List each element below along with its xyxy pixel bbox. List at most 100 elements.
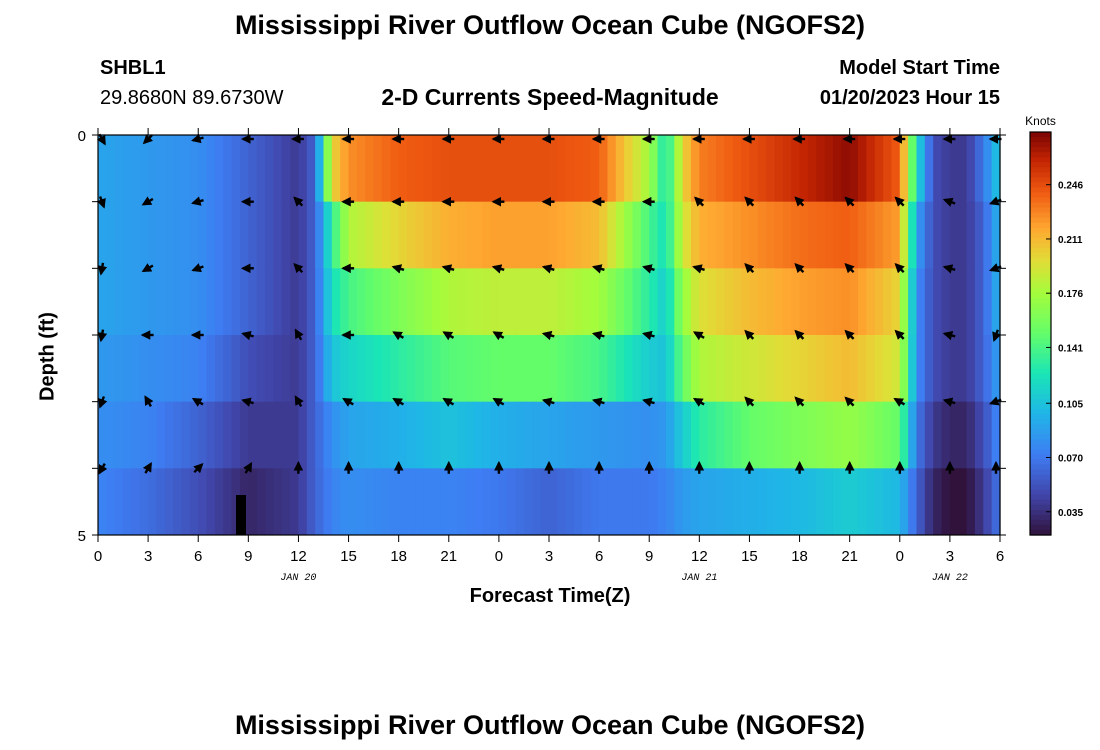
heatmap-cell	[356, 135, 366, 203]
heatmap-cell	[966, 268, 976, 336]
heatmap-cell	[824, 201, 834, 269]
heatmap-cell	[290, 468, 300, 536]
heatmap-cell	[482, 135, 492, 203]
colorbar-segment	[1030, 197, 1051, 204]
colorbar-segment	[1030, 222, 1051, 229]
heatmap-cell	[816, 201, 826, 269]
colorbar-frame	[1029, 131, 1052, 536]
heatmap-cell	[732, 335, 742, 403]
heatmap-cell	[306, 468, 316, 536]
colorbar-segment	[1030, 419, 1051, 425]
current-vector	[392, 397, 405, 407]
heatmap-cell	[816, 135, 826, 203]
colorbar-segment	[1030, 373, 1051, 380]
current-vector	[144, 395, 154, 408]
heatmap-cell	[131, 201, 141, 269]
colorbar-segment	[1030, 449, 1051, 455]
heatmap-cell	[674, 201, 684, 269]
heatmap-cell	[958, 268, 968, 336]
heatmap-cell	[356, 401, 366, 469]
heatmap-cell	[173, 268, 183, 336]
heatmap-cell	[716, 201, 725, 269]
heatmap-cell	[807, 135, 817, 203]
heatmap-cell	[599, 468, 609, 536]
colorbar-segment	[1030, 167, 1051, 173]
heatmap-cell	[173, 135, 183, 203]
heatmap-cell	[958, 201, 968, 269]
heatmap-cell	[348, 401, 358, 469]
heatmap-cell	[841, 335, 851, 403]
heatmap-cell	[716, 268, 725, 336]
heatmap-cell	[473, 268, 483, 336]
heatmap-cell	[832, 135, 842, 203]
heatmap-cell	[991, 268, 1001, 336]
heatmap-cell	[223, 135, 233, 203]
heatmap-cell	[540, 468, 550, 536]
heatmap-cell	[974, 335, 984, 403]
heatmap-cell	[841, 268, 851, 336]
heatmap-cell	[98, 401, 107, 469]
heatmap-cell	[590, 468, 600, 536]
colorbar-segment	[1030, 308, 1051, 314]
heatmap-cell	[565, 401, 575, 469]
heatmap-cell	[908, 401, 918, 469]
colorbar-segment	[1030, 459, 1051, 466]
colorbar-segment	[1030, 414, 1051, 420]
heatmap-cell	[123, 468, 133, 536]
heatmap-cell	[323, 468, 333, 536]
current-vector	[894, 329, 905, 340]
current-vector	[988, 263, 1002, 273]
heatmap-cell	[315, 335, 325, 403]
heatmap-cell	[114, 135, 124, 203]
current-vector	[794, 263, 805, 274]
heatmap-cell	[958, 401, 968, 469]
heatmap-cell	[390, 201, 400, 269]
date-label: JAN 22	[932, 573, 968, 584]
colorbar-segment	[1030, 217, 1051, 224]
heatmap-cell	[523, 401, 533, 469]
heatmap-cell	[832, 468, 842, 536]
heatmap-cell	[331, 401, 341, 469]
colorbar-segment	[1030, 424, 1051, 430]
heatmap-cell	[415, 335, 425, 403]
heatmap-cell	[557, 201, 567, 269]
heatmap-cell	[432, 468, 442, 536]
x-tick-label: 0	[94, 548, 102, 565]
heatmap-cell	[340, 201, 350, 269]
heatmap-cell	[774, 401, 784, 469]
heatmap-cell	[482, 268, 492, 336]
heatmap-cell	[173, 201, 183, 269]
colorbar-segment	[1030, 444, 1051, 450]
current-vector	[442, 397, 455, 407]
colorbar-segment	[1030, 227, 1051, 234]
heatmap-cell	[356, 335, 366, 403]
heatmap-cell	[874, 201, 884, 269]
heatmap-cell	[716, 135, 725, 203]
heatmap-cell	[440, 335, 450, 403]
heatmap-cell	[582, 201, 592, 269]
heatmap-cell	[156, 468, 166, 536]
heatmap-cell	[966, 135, 976, 203]
page-title: Mississippi River Outflow Ocean Cube (NG…	[234, 10, 866, 40]
heatmap-cell	[106, 201, 116, 269]
heatmap-cell	[757, 201, 767, 269]
colorbar-segment	[1030, 439, 1051, 445]
colorbar-segment	[1030, 358, 1051, 365]
heatmap-cell	[841, 401, 851, 469]
heatmap-cell	[883, 201, 893, 269]
heatmap-cell	[315, 135, 325, 203]
heatmap-cell	[356, 268, 366, 336]
colorbar-segment	[1030, 202, 1051, 209]
heatmap-cell	[908, 268, 918, 336]
heatmap-cell	[98, 135, 107, 203]
heatmap-cell	[866, 335, 876, 403]
current-vector	[492, 397, 505, 407]
heatmap-cell	[640, 201, 650, 269]
heatmap-cell	[331, 135, 341, 203]
heatmap-cell	[682, 335, 692, 403]
heatmap-cell	[281, 468, 291, 536]
heatmap-cell	[473, 335, 483, 403]
heatmap-cell	[281, 401, 291, 469]
heatmap-cell	[883, 268, 893, 336]
heatmap-cell	[841, 201, 851, 269]
